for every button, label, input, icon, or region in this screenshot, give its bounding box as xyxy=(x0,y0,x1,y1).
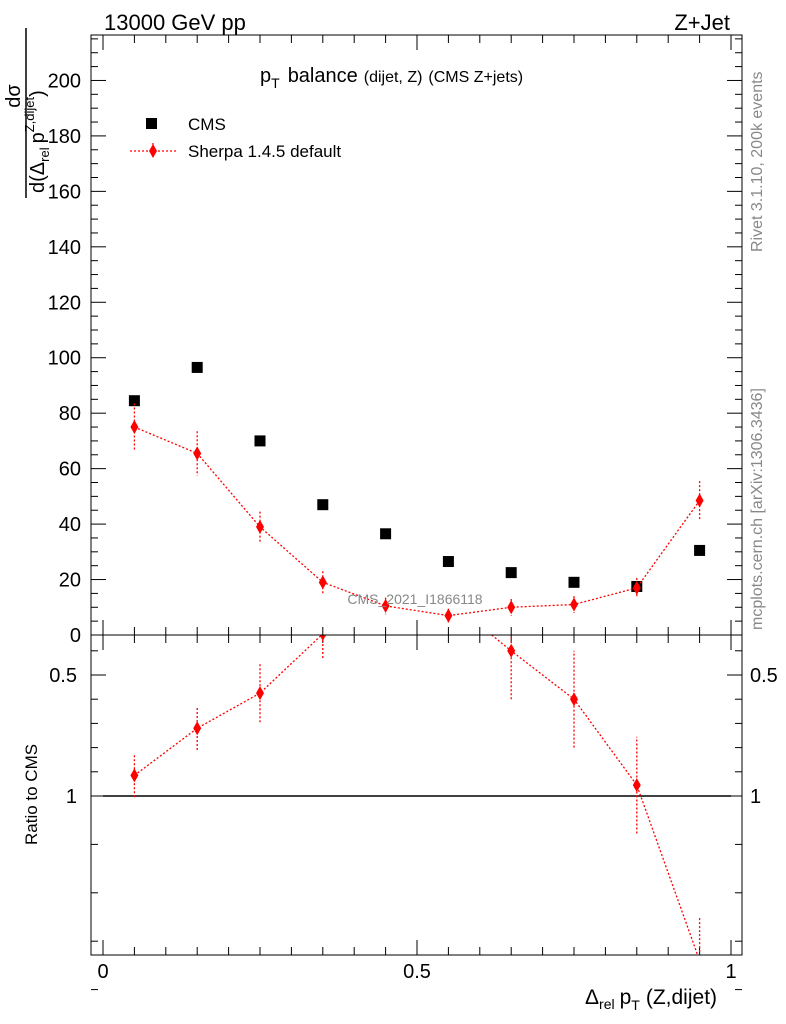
title-p: p xyxy=(260,65,271,87)
top-y-tick-label: 140 xyxy=(48,237,81,259)
sherpa-point xyxy=(130,420,139,435)
bottom-x-tick-label: 1 xyxy=(725,961,736,983)
header-left: 13000 GeV pp xyxy=(104,10,246,35)
y-label-denominator: d(Δrel pZ,dijet) xyxy=(22,90,52,193)
ratio-point xyxy=(130,768,139,783)
y-label-den-p: p xyxy=(27,132,49,143)
top-y-tick-label: 180 xyxy=(48,126,81,148)
y-label-numerator: dσ xyxy=(3,84,25,108)
cms-point xyxy=(254,435,266,447)
x-label-rest: (Z,dijet) xyxy=(646,986,717,1009)
top-axis-ticks: 0 20 40 60 80 100 120 140 160 180 200 xyxy=(48,35,742,647)
title-word: balance xyxy=(288,65,358,87)
y-label-den-sup: Z,dijet xyxy=(22,96,37,132)
top-y-tick-label: 20 xyxy=(59,570,81,592)
top-y-tick-label: 120 xyxy=(48,292,81,314)
ratio-point xyxy=(193,721,202,736)
legend-cms-label: CMS xyxy=(188,115,226,134)
ratio-point xyxy=(570,692,578,707)
ratio-line xyxy=(134,635,699,955)
x-label-p: p xyxy=(620,986,632,1009)
top-y-tick-label: 40 xyxy=(59,514,81,536)
x-label-T: T xyxy=(631,997,640,1013)
ratio-point xyxy=(256,686,264,701)
top-y-tick-label: 0 xyxy=(70,625,81,647)
ratio-point xyxy=(319,635,327,641)
bottom-y-tick-label-right: 0.5 xyxy=(750,665,778,687)
title-rest: (CMS Z+jets) xyxy=(428,69,523,86)
sherpa-point xyxy=(507,600,516,615)
top-title: pT balance (dijet, Z) (CMS Z+jets) xyxy=(260,65,523,91)
ratio-point xyxy=(698,953,701,955)
legend-sherpa-marker xyxy=(149,144,157,158)
y-label-den-close: ) xyxy=(27,90,49,97)
header-right: Z+Jet xyxy=(674,10,730,35)
x-label-rel: rel xyxy=(599,996,615,1012)
sherpa-point xyxy=(318,575,327,590)
title-small: (dijet, Z) xyxy=(364,69,423,86)
ratio-point xyxy=(632,778,641,793)
sherpa-point xyxy=(444,608,453,623)
legend-sherpa-label: Sherpa 1.4.5 default xyxy=(188,142,341,161)
cms-point xyxy=(694,544,706,556)
bottom-y-tick-label-left: 1 xyxy=(66,786,77,808)
bottom-y-tick-label-left: 0.5 xyxy=(49,665,77,687)
y-label-den-rel: rel xyxy=(37,147,52,162)
bottom-y-label: Ratio to CMS xyxy=(22,744,41,845)
title-T: T xyxy=(271,75,280,91)
bottom-plot-frame xyxy=(90,634,743,956)
cms-point xyxy=(380,528,392,540)
cms-point xyxy=(317,499,329,511)
cms-point xyxy=(128,395,140,407)
legend-cms-marker xyxy=(146,118,157,129)
y-label-den-d: d(Δ xyxy=(27,162,49,193)
sherpa-line xyxy=(134,426,701,617)
top-data-layer xyxy=(128,361,706,623)
analysis-watermark: CMS_2021_I1866118 xyxy=(347,591,482,607)
bottom-data-layer xyxy=(130,635,701,955)
sherpa-point xyxy=(695,493,704,508)
sherpa-point xyxy=(381,598,390,613)
bottom-x-tick-label: 0.5 xyxy=(403,961,431,983)
cms-point xyxy=(568,576,580,588)
sherpa-point xyxy=(570,597,578,612)
top-y-tick-label: 60 xyxy=(59,459,81,481)
top-y-tick-label: 100 xyxy=(48,348,81,370)
mcplots-label: mcplots.cern.ch [arXiv:1306.3436] xyxy=(749,388,766,630)
top-y-tick-label: 200 xyxy=(48,70,81,92)
x-label-delta: Δ xyxy=(585,986,599,1009)
top-y-label: dσ d(Δrel pZ,dijet) xyxy=(3,28,52,198)
rivet-label: Rivet 3.1.10, 200k events xyxy=(749,71,766,252)
x-axis-label: Δrel pT (Z,dijet) xyxy=(585,986,717,1013)
bottom-x-tick-label: 0 xyxy=(97,961,108,983)
sherpa-point xyxy=(632,580,641,595)
ratio-point xyxy=(507,643,516,658)
cms-point xyxy=(191,361,203,373)
top-y-tick-label: 80 xyxy=(59,403,81,425)
top-y-tick-label: 160 xyxy=(48,181,81,203)
sherpa-point xyxy=(256,519,264,534)
sherpa-point xyxy=(193,446,202,461)
cms-point xyxy=(442,556,454,568)
cms-point xyxy=(505,567,517,579)
bottom-axis-ticks: 0.50.5112200.51 xyxy=(49,635,778,991)
bottom-y-tick-label-right: 1 xyxy=(750,786,761,808)
